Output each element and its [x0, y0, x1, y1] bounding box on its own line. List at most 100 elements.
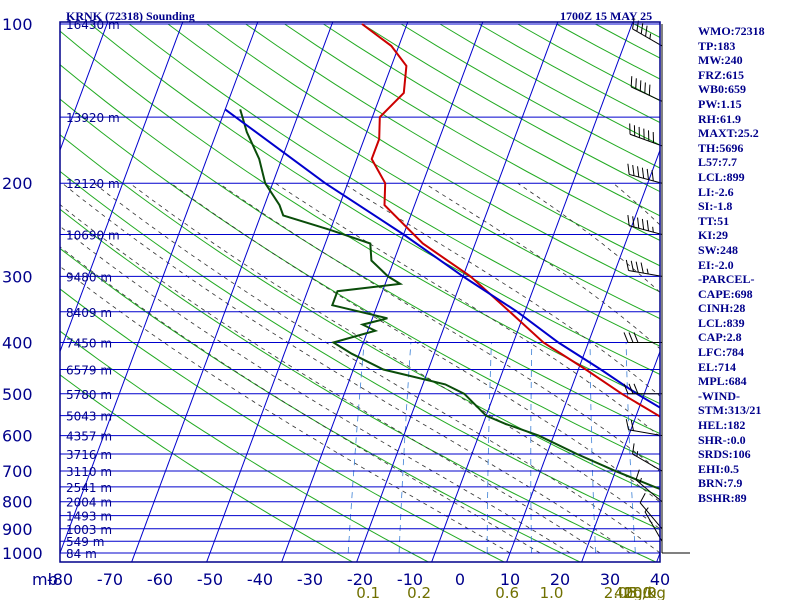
wind-barb [630, 86, 663, 102]
wind-barb-flag [627, 163, 630, 175]
index-item: -PARCEL- [698, 272, 755, 287]
wind-barb-flag [635, 261, 639, 273]
mixing-ratio-label: 0.2 [407, 584, 431, 600]
plot-frame [59, 21, 661, 563]
temperature-tick-label: -70 [97, 570, 123, 589]
wind-barb-flag [644, 82, 646, 94]
index-item: BRN:7.9 [698, 476, 743, 491]
wind-barb-flag [623, 332, 629, 343]
index-item: SRDS:106 [698, 447, 751, 462]
temperature-tick-label: 30 [600, 570, 620, 589]
index-item: CAPE:698 [698, 286, 753, 301]
height-label: 2541 m [66, 481, 112, 495]
index-item: CINH:28 [698, 301, 746, 316]
wind-barb-flag [632, 164, 635, 176]
wind-barb [628, 270, 663, 277]
wind-barb-half [639, 477, 642, 484]
temperature-tick-label: 10 [500, 570, 520, 589]
mixing-ratio-line [625, 342, 636, 554]
mixing-ratio-label: 10.0 [623, 584, 656, 600]
isotherm [506, 148, 660, 562]
temperature-tick-label: -40 [247, 570, 273, 589]
wind-barb-flag [632, 443, 635, 455]
dry-adiabat [60, 98, 660, 466]
wind-barb [632, 453, 663, 472]
mixing-ratio-label: 2.0 [604, 584, 628, 600]
wind-barb-half [636, 451, 639, 457]
isotherm [60, 22, 109, 152]
height-label: 1493 m [66, 510, 112, 524]
isotherm [581, 350, 660, 562]
wind-barb-flag [628, 332, 634, 343]
wind-barb-flag [630, 419, 634, 431]
wind-barb-flag [635, 469, 640, 481]
index-item: CAP:2.8 [698, 330, 742, 345]
wind-barb-flag [637, 217, 640, 229]
index-item: LI:-2.6 [698, 184, 734, 199]
wind-barb [635, 479, 663, 503]
dewpoint-trace [239, 109, 660, 490]
index-item: BSHR:89 [698, 491, 747, 505]
index-item: LCL:839 [698, 315, 745, 330]
index-item: FRZ:615 [698, 67, 744, 82]
height-label: 12120 m [66, 177, 120, 191]
height-label: 3110 m [66, 465, 112, 479]
index-item: LCL:899 [698, 169, 745, 184]
wind-barb-flag [639, 80, 642, 92]
index-item: PW:1.15 [698, 96, 742, 111]
dry-adiabat [60, 134, 660, 498]
mixing-ratio-line [530, 342, 533, 553]
height-label: 9480 m [66, 270, 112, 284]
index-item: KI:29 [698, 228, 728, 243]
index-item: MAXT:25.2 [698, 126, 759, 141]
pressure-tick-label: 1000 [2, 544, 43, 563]
wind-barb-flag [625, 259, 630, 271]
temperature-tick-label: -50 [197, 570, 223, 589]
height-label: 3716 m [66, 448, 112, 462]
index-item: STM:313/21 [698, 403, 762, 418]
index-item: WB0:659 [698, 82, 746, 97]
wind-barb-half [649, 33, 652, 39]
dry-adiabat [206, 23, 660, 293]
parcel-trace [224, 108, 660, 409]
temperature-tick-label: -20 [347, 570, 373, 589]
index-item: SW:248 [698, 242, 739, 257]
wind-barb-flag [639, 493, 646, 503]
isotherm [356, 22, 559, 562]
height-label: 16430 m [66, 18, 120, 32]
mixing-ratio-label: 0.1 [356, 584, 380, 600]
temperature-tick-label: 0 [455, 570, 465, 589]
dry-adiabat [60, 288, 506, 562]
isotherm [431, 22, 634, 562]
temperature-tick-label: -80 [47, 570, 73, 589]
wind-barb [632, 28, 663, 47]
temperature-tick-label: -10 [397, 570, 423, 589]
height-label: 1003 m [66, 523, 112, 537]
temperature-tick-label: -60 [147, 570, 173, 589]
isotherm [60, 22, 259, 555]
pressure-tick-label: 600 [2, 427, 33, 446]
index-item: SHR-:0.0 [698, 432, 746, 447]
dry-adiabat [89, 23, 660, 375]
wind-barb-half [646, 268, 649, 275]
wind-barb-half [652, 226, 654, 233]
index-item: L57:7.7 [698, 155, 737, 170]
wind-barb-flag [632, 216, 635, 228]
index-item: HEL:182 [698, 418, 746, 433]
height-label: 549 m [66, 535, 104, 549]
index-item: TT:51 [698, 213, 730, 228]
wind-barb-flag [633, 332, 639, 343]
height-label: 7450 m [66, 336, 112, 350]
wind-barb-flag [646, 168, 649, 180]
pressure-tick-label: 800 [2, 493, 33, 512]
mixing-ratio-line [674, 343, 688, 554]
wind-barb-half [644, 507, 649, 513]
dry-adiabat [60, 208, 658, 562]
wind-barb-flag [630, 260, 634, 272]
height-label: 13920 m [66, 111, 120, 125]
dry-adiabat [790, 24, 800, 564]
wind-barb-flag [641, 218, 645, 230]
mixing-ratio-label: 1.0 [540, 584, 564, 600]
